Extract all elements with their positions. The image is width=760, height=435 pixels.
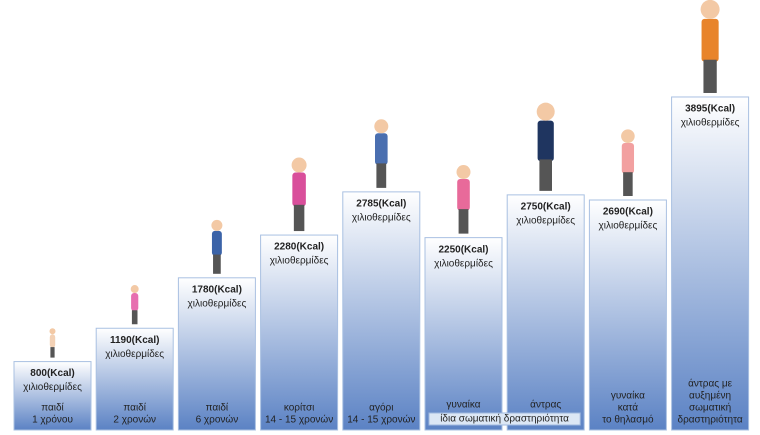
bar — [424, 237, 503, 431]
unit-label: χιλιοθερμίδες — [188, 297, 247, 309]
annotation: ίδια σωματική δραστηριότητα — [440, 413, 569, 425]
unit-label: χιλιοθερμίδες — [270, 255, 329, 267]
figure-head — [49, 328, 56, 335]
figure-legs — [50, 347, 55, 358]
value-label: 2750(Kcal) — [521, 202, 571, 213]
value-label: 2690(Kcal) — [603, 207, 653, 218]
annotation-band — [428, 412, 581, 426]
category-label: σωματική — [689, 402, 731, 414]
value-label: 2280(Kcal) — [274, 242, 324, 253]
category-label: αυξημένη — [689, 390, 731, 402]
unit-label: χιλιοθερμίδες — [23, 381, 82, 393]
figure-legs — [458, 209, 469, 234]
value-label: 2250(Kcal) — [438, 244, 488, 255]
value-label: 2785(Kcal) — [356, 199, 406, 210]
figure-head — [536, 102, 555, 121]
figure-body — [457, 179, 470, 211]
category-label: 2 χρονών — [113, 414, 156, 426]
bar — [342, 191, 421, 431]
figure-legs — [376, 163, 387, 188]
bar — [95, 327, 174, 431]
bar — [177, 277, 256, 431]
figure-head — [456, 165, 471, 180]
unit-label: χιλιοθερμίδες — [599, 220, 658, 232]
bar — [506, 194, 585, 431]
figure-head — [700, 0, 720, 19]
figure-body — [49, 334, 56, 348]
category-label: παιδί — [123, 402, 146, 414]
category-label: παιδί — [206, 402, 229, 414]
category-label: 6 χρονών — [196, 414, 239, 426]
category-label: 14 - 15 χρονών — [347, 414, 415, 426]
unit-label: χιλιοθερμίδες — [516, 215, 575, 227]
value-label: 1780(Kcal) — [192, 284, 242, 295]
figure-head — [374, 119, 389, 134]
figure-body — [375, 133, 388, 165]
figure-body — [621, 142, 635, 174]
figure-legs — [213, 254, 221, 274]
bar — [588, 199, 667, 431]
bar — [671, 96, 750, 431]
figure-legs — [293, 204, 305, 232]
category-label: γυναίκα — [446, 399, 480, 411]
figure-head — [621, 129, 635, 143]
category-label: το θηλασμό — [602, 414, 654, 426]
figure-legs — [623, 172, 633, 197]
category-label: κορίτσι — [284, 402, 315, 414]
value-label: 800(Kcal) — [30, 368, 74, 379]
unit-label: χιλιοθερμίδες — [105, 348, 164, 360]
figure-legs — [131, 310, 138, 325]
category-label: 14 - 15 χρονών — [265, 414, 333, 426]
category-label: κατά — [618, 402, 638, 414]
unit-label: χιλιοθερμίδες — [352, 212, 411, 224]
value-label: 3895(Kcal) — [685, 104, 735, 115]
category-label: γυναίκα — [611, 390, 645, 402]
figure-body — [131, 293, 139, 312]
category-label: άντρας με — [688, 378, 733, 390]
figure-body — [211, 230, 222, 256]
category-label: 1 χρόνου — [32, 414, 73, 426]
figure-head — [211, 219, 223, 231]
category-label: δραστηριότητα — [678, 414, 743, 426]
figure-body — [701, 18, 719, 62]
category-label: αγόρι — [369, 402, 393, 414]
figure-body — [537, 120, 554, 162]
category-label: παιδί — [41, 402, 64, 414]
figure-body — [292, 172, 306, 207]
figure-legs — [703, 59, 717, 93]
unit-label: χιλιοθερμίδες — [434, 257, 493, 269]
figure-legs — [539, 159, 552, 191]
bar — [260, 234, 339, 431]
figure-head — [291, 157, 307, 173]
value-label: 1190(Kcal) — [110, 335, 159, 346]
figure-head — [130, 285, 139, 294]
unit-label: χιλιοθερμίδες — [681, 117, 740, 129]
bar — [13, 361, 92, 431]
category-label: άντρας — [530, 399, 561, 411]
